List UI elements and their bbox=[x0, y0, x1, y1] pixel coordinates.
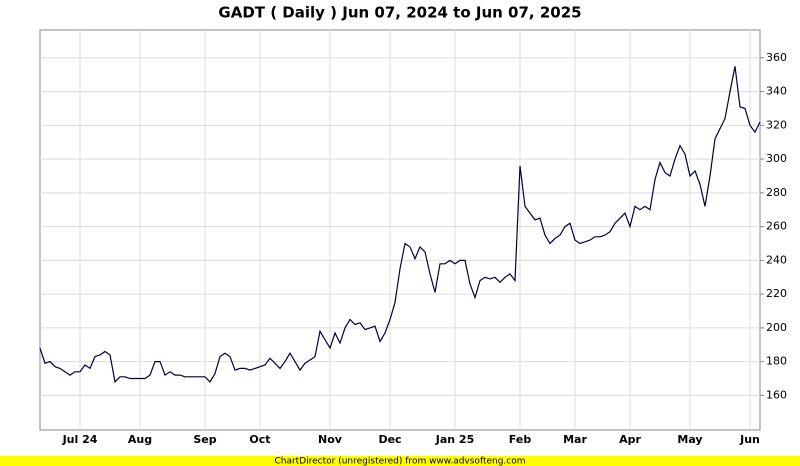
y-tick-label: 160 bbox=[766, 388, 787, 401]
x-tick-label: Feb bbox=[509, 433, 532, 446]
x-tick-label: Apr bbox=[619, 433, 641, 446]
y-tick-label: 260 bbox=[766, 220, 787, 233]
x-tick-label: Jan 25 bbox=[435, 433, 474, 446]
x-tick-label: Jun bbox=[739, 433, 760, 446]
x-tick-label: Nov bbox=[318, 433, 343, 446]
x-tick-label: Aug bbox=[128, 433, 152, 446]
y-tick-label: 220 bbox=[766, 287, 787, 300]
x-tick-label: Mar bbox=[563, 433, 587, 446]
y-tick-label: 320 bbox=[766, 118, 787, 131]
y-tick-label: 280 bbox=[766, 186, 787, 199]
x-tick-label: May bbox=[677, 433, 702, 446]
y-tick-label: 180 bbox=[766, 355, 787, 368]
footer-bar bbox=[0, 456, 800, 466]
y-tick-label: 240 bbox=[766, 253, 787, 266]
x-tick-label: Dec bbox=[378, 433, 401, 446]
y-tick-label: 300 bbox=[766, 152, 787, 165]
price-line bbox=[39, 66, 761, 384]
y-tick-label: 200 bbox=[766, 321, 787, 334]
y-tick-label: 360 bbox=[766, 51, 787, 64]
x-tick-label: Oct bbox=[249, 433, 270, 446]
plot-area bbox=[39, 29, 761, 431]
x-tick-label: Sep bbox=[193, 433, 216, 446]
y-tick-label: 340 bbox=[766, 85, 787, 98]
chart-title: GADT ( Daily ) Jun 07, 2024 to Jun 07, 2… bbox=[218, 4, 581, 22]
x-tick-label: Jul 24 bbox=[62, 433, 98, 446]
footer: ChartDirector (unregistered) from www.ad… bbox=[274, 457, 525, 466]
